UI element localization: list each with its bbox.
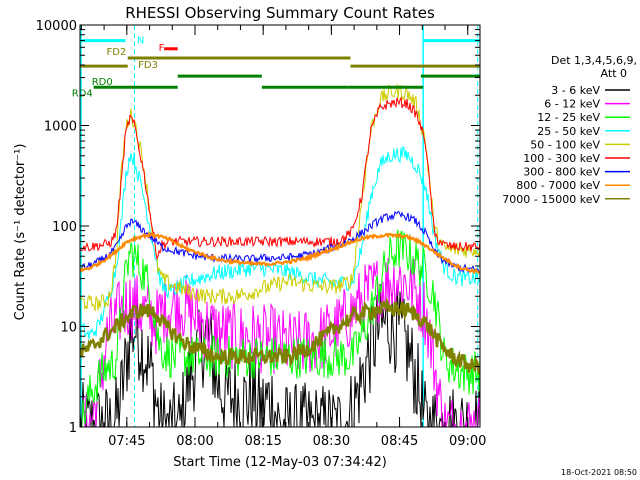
legend-label: 12 - 25 keV xyxy=(537,111,600,124)
mode-label-fd2: FD2 xyxy=(107,47,127,58)
footer-date: 18-Oct-2021 08:50 xyxy=(561,468,637,477)
chart-title: RHESSI Observing Summary Count Rates xyxy=(125,4,435,22)
series-line-300-800-kev xyxy=(80,210,480,274)
x-axis-label: Start Time (12-May-03 07:34:42) xyxy=(173,455,387,470)
y-tick-label: 1 xyxy=(69,421,77,436)
series-line-3-6-kev xyxy=(80,283,480,427)
legend-label: 800 - 7000 keV xyxy=(516,179,600,192)
mode-label-f: F xyxy=(159,43,165,54)
legend-header-attenuator: Att 0 xyxy=(601,67,627,80)
legend-label: 3 - 6 keV xyxy=(551,84,600,97)
x-tick-label: 09:00 xyxy=(449,434,486,449)
mode-label-rd4: RD4 xyxy=(72,88,93,99)
series-line-800-7000-kev xyxy=(80,230,480,275)
legend-label: 25 - 50 keV xyxy=(537,125,600,138)
x-tick-label: 07:45 xyxy=(108,434,145,449)
series-line-6-12-kev xyxy=(80,257,480,427)
x-tick-label: 08:00 xyxy=(176,434,213,449)
y-tick-label: 10000 xyxy=(36,19,77,34)
series-line-100-300-kev xyxy=(80,96,480,260)
y-axis-label: Count Rate (s⁻¹ detector⁻¹) xyxy=(13,144,28,321)
mode-label-rd0: RD0 xyxy=(92,77,113,88)
y-tick-label: 10 xyxy=(60,321,77,336)
legend-label: 100 - 300 keV xyxy=(523,152,600,165)
series-line-25-50-kev xyxy=(80,145,480,340)
series-line-50-100-kev xyxy=(80,83,480,312)
mode-label-fd3: FD3 xyxy=(138,60,158,71)
x-tick-label: 08:15 xyxy=(244,434,281,449)
legend-label: 6 - 12 keV xyxy=(544,98,600,111)
legend-label: 7000 - 15000 keV xyxy=(502,193,600,206)
y-tick-label: 1000 xyxy=(44,120,77,135)
legend-label: 300 - 800 keV xyxy=(523,166,600,179)
mode-label-n: N xyxy=(137,36,144,47)
x-tick-label: 08:30 xyxy=(313,434,350,449)
x-tick-label: 08:45 xyxy=(381,434,418,449)
legend-header-detectors: Det 1,3,4,5,6,9, xyxy=(551,54,637,67)
series-line-7000-15000-kev xyxy=(80,296,480,375)
legend-label: 50 - 100 keV xyxy=(530,138,600,151)
y-tick-label: 100 xyxy=(52,220,77,235)
